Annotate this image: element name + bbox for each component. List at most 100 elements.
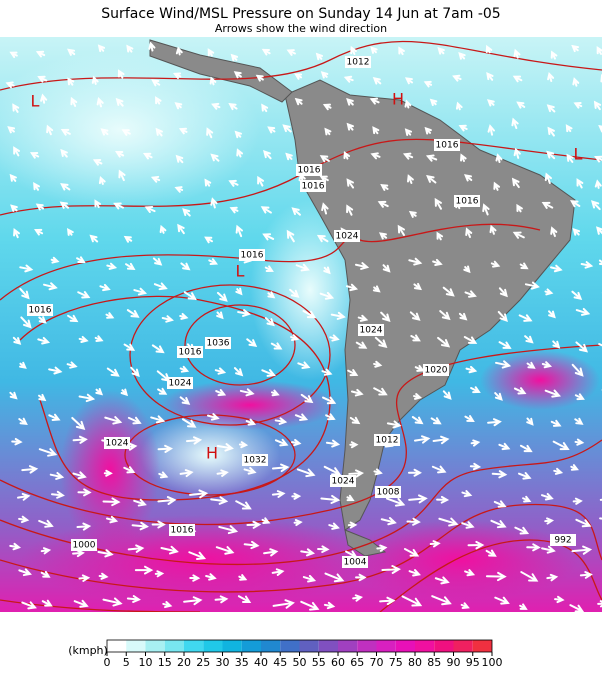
isobar-label-text: 1032 [244,456,267,466]
wind-arrow [175,46,183,56]
wind-arrow [235,224,243,238]
wind-arrow [38,448,58,457]
wind-arrow [151,79,161,87]
wind-arrow [235,287,243,296]
wind-arrow [270,342,283,350]
wind-arrow [216,291,228,302]
wind-arrow [72,549,85,558]
wind-arrow [133,498,147,507]
wind-arrow [208,258,219,266]
wind-arrow [408,210,417,218]
wind-arrow [485,571,507,582]
wind-arrow [553,467,564,475]
title: Surface Wind/MSL Pressure on Sunday 14 J… [101,6,500,22]
wind-arrow [204,178,212,187]
wind-arrow [590,200,601,211]
wind-arrow [596,46,602,55]
isobar-label-text: 1012 [347,58,370,68]
wind-arrow [490,519,507,529]
wind-arrow [271,463,290,473]
wind-arrow [572,77,580,87]
wind-arrow [319,291,335,300]
wind-arrow [541,201,554,209]
wind-arrow [205,573,217,581]
wind-arrow [216,311,224,320]
wind-arrow [575,307,591,316]
wind-arrow [148,41,156,52]
isobar-label: 1016 [300,180,326,192]
wind-arrow [234,130,242,139]
wind-arrow [18,417,28,425]
wind-arrow [544,517,555,525]
wind-arrow [323,601,336,610]
wind-arrow [429,98,438,107]
isobar-label-text: 1016 [29,306,52,316]
wind-arrow [569,604,585,612]
colorbar-tick-label: 25 [196,656,210,669]
wind-arrow [78,393,96,403]
isobar-label: 1012 [345,56,371,68]
wind-arrow [237,309,251,317]
wind-arrow [12,103,20,113]
isobar-label-text: 1004 [344,558,367,568]
wind-arrow [397,224,405,236]
wind-arrow [518,472,532,480]
wind-arrow [495,153,503,163]
isobar-label-text: 1024 [169,379,192,389]
isobar-label-box [177,346,203,358]
wind-arrow [71,416,86,431]
wind-arrow [10,204,18,212]
wind-arrow [374,336,388,349]
wind-arrow [155,127,163,137]
legend: (kmph) 0 5 10 15 20 25 30 35 40 45 50 55 60 65 70 75 80 8… [68,639,503,669]
wind-arrow [372,76,382,85]
wind-arrow [348,469,365,478]
wind-arrow [324,127,332,136]
wind-arrow [345,283,359,292]
isobar-label-box [296,164,322,176]
isobar-label-text: 1016 [179,348,202,358]
wind-arrow [430,417,442,425]
wind-arrow [102,497,121,507]
wind-arrow [321,368,333,376]
wind-arrow [486,72,494,81]
wind-arrow [423,80,433,88]
wind-arrow [76,256,86,263]
wind-arrow [67,314,79,323]
isobar-label: 1016 [454,195,480,207]
wind-arrow [18,515,30,524]
wind-arrow [37,75,48,83]
wind-arrow [172,72,182,80]
isobar-label-box [550,534,576,546]
wind-arrow [60,148,68,158]
wind-arrow [461,490,473,498]
wind-arrow [160,545,179,555]
wind-arrow [300,600,320,611]
wind-arrow [243,466,257,475]
wind-arrow [264,317,275,327]
isobar-label-text: 1020 [425,366,448,376]
wind-arrow [379,596,396,606]
wind-arrow [157,496,177,505]
wind-arrow [414,364,425,372]
wind-arrow [270,389,280,397]
wind-arrow [179,365,190,373]
wind-arrow [442,390,452,400]
colorbar-tick-label: 10 [139,656,153,669]
wind-arrow [245,418,257,426]
wind-arrow [300,548,315,557]
wind-arrow [436,495,450,504]
wind-arrow [404,77,414,85]
wind-arrow [66,361,78,369]
wind-arrow [407,174,414,184]
wind-arrow [214,367,227,375]
wind-arrow [579,571,593,579]
wind-arrow [236,148,244,158]
wind-arrow [267,126,276,134]
wind-arrow [463,174,473,182]
wind-arrow [59,201,70,209]
wind-max [160,380,340,430]
wind-arrow [294,97,303,106]
wind-arrow [264,265,274,272]
wind-arrow [106,367,120,377]
